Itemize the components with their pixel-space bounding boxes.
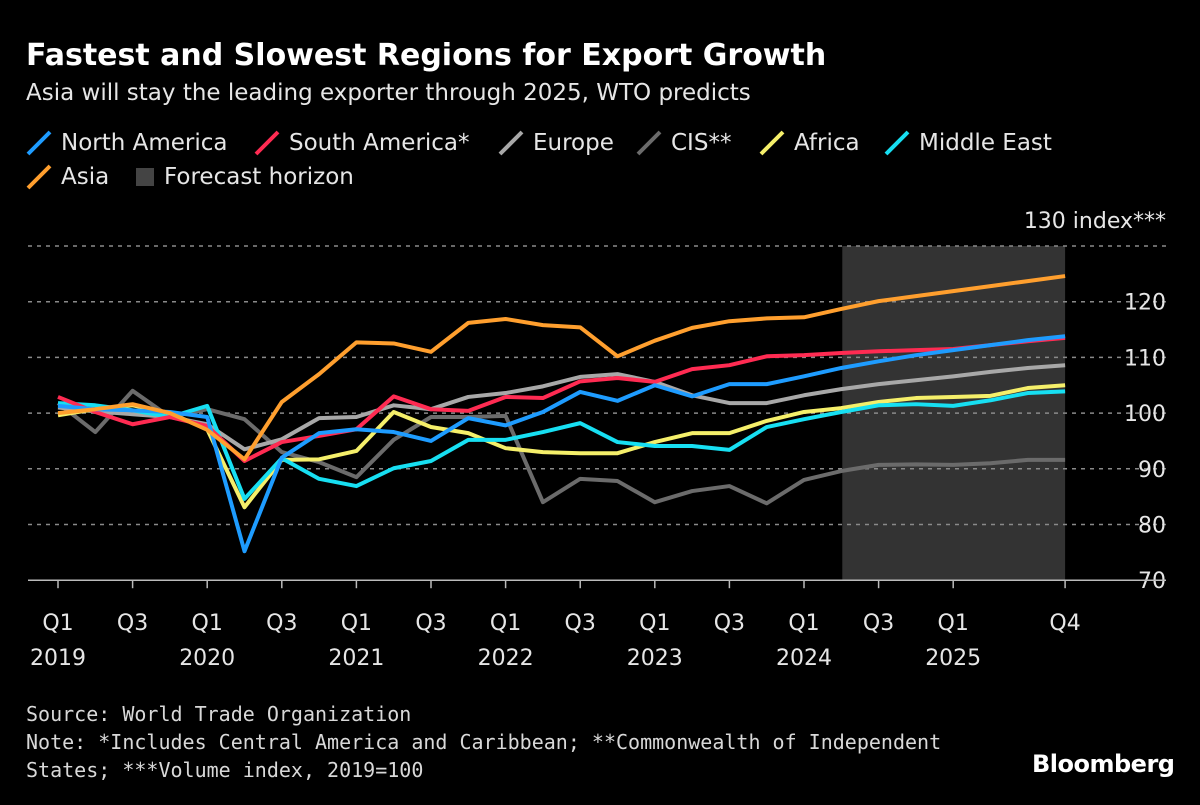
series-middle-east <box>57 389 1066 501</box>
x-tick-label: Q3 <box>117 611 148 636</box>
x-tick-label: Q1 <box>192 611 223 636</box>
x-tick-label: Q3 <box>415 611 446 636</box>
x-tick-label: Q1 <box>490 611 521 636</box>
legend-item: Forecast horizon <box>136 164 354 190</box>
legend-swatch <box>498 130 524 156</box>
legend-label: Africa <box>794 130 860 156</box>
x-tick-label: Q1 <box>42 611 73 636</box>
legend-item: North America <box>26 130 228 156</box>
x-tick-label: Q3 <box>714 611 745 636</box>
series-line <box>57 383 1066 510</box>
legend-label: North America <box>61 130 228 156</box>
x-tick-label: Q4 <box>1049 611 1080 636</box>
x-tick-year-label: 2025 <box>925 646 981 671</box>
series-asia <box>57 274 1066 462</box>
x-tick-year-label: 2023 <box>627 646 683 671</box>
series-line <box>57 389 1066 501</box>
legend-label: Asia <box>61 164 110 190</box>
x-tick-year-label: 2021 <box>328 646 384 671</box>
y-axis-label: 130 index*** <box>1024 209 1166 234</box>
source-text: Source: World Trade Organization <box>26 702 412 726</box>
legend-swatch <box>136 168 154 186</box>
x-tick-label: Q1 <box>938 611 969 636</box>
legend-item: Africa <box>759 130 860 156</box>
x-tick-label: Q1 <box>788 611 819 636</box>
x-tick-label: Q1 <box>341 611 372 636</box>
legend-label: Forecast horizon <box>164 164 354 190</box>
series-line <box>57 334 1066 554</box>
legend-item: South America* <box>254 130 470 156</box>
chart-title: Fastest and Slowest Regions for Export G… <box>26 38 827 73</box>
note-text: Note: *Includes Central America and Cari… <box>26 730 942 754</box>
series-line <box>57 363 1066 452</box>
x-tick-label: Q1 <box>639 611 670 636</box>
legend-swatch <box>636 130 662 156</box>
x-tick-year-label: 2024 <box>776 646 832 671</box>
footer: Source: World Trade Organization Note: *… <box>26 700 941 784</box>
chart-subtitle: Asia will stay the leading exporter thro… <box>26 80 751 106</box>
y-tick-label: 110 <box>1124 346 1166 371</box>
y-tick-label: 100 <box>1124 402 1166 427</box>
series-line <box>56 388 1066 506</box>
legend-item: Europe <box>498 130 614 156</box>
legend-item: Middle East <box>884 130 1052 156</box>
x-tick-label: Q3 <box>266 611 297 636</box>
y-tick-label: 80 <box>1138 514 1166 539</box>
x-tick-year-label: 2019 <box>30 646 86 671</box>
legend-swatch <box>759 130 785 156</box>
legend-swatch <box>26 164 52 190</box>
x-tick-year-label: 2020 <box>179 646 235 671</box>
legend-item: CIS** <box>636 130 731 156</box>
x-tick-year-label: 2022 <box>478 646 534 671</box>
legend-label: South America* <box>289 130 470 156</box>
bloomberg-logo: Bloomberg <box>1032 750 1175 778</box>
legend-label: CIS** <box>671 130 732 156</box>
legend-item: Asia <box>26 164 109 190</box>
legend-swatch <box>254 130 280 156</box>
note-text-continued: States; ***Volume index, 2019=100 <box>26 758 424 782</box>
x-tick-label: Q3 <box>565 611 596 636</box>
y-tick-label: 120 <box>1124 291 1166 316</box>
x-tick-label: Q3 <box>863 611 894 636</box>
legend-label: Middle East <box>919 130 1052 156</box>
legend-label: Europe <box>533 130 614 156</box>
legend-swatch <box>26 130 52 156</box>
y-tick-label: 70 <box>1138 569 1166 594</box>
series-line <box>57 274 1066 462</box>
legend-swatch <box>884 130 910 156</box>
y-tick-label: 90 <box>1138 458 1166 483</box>
